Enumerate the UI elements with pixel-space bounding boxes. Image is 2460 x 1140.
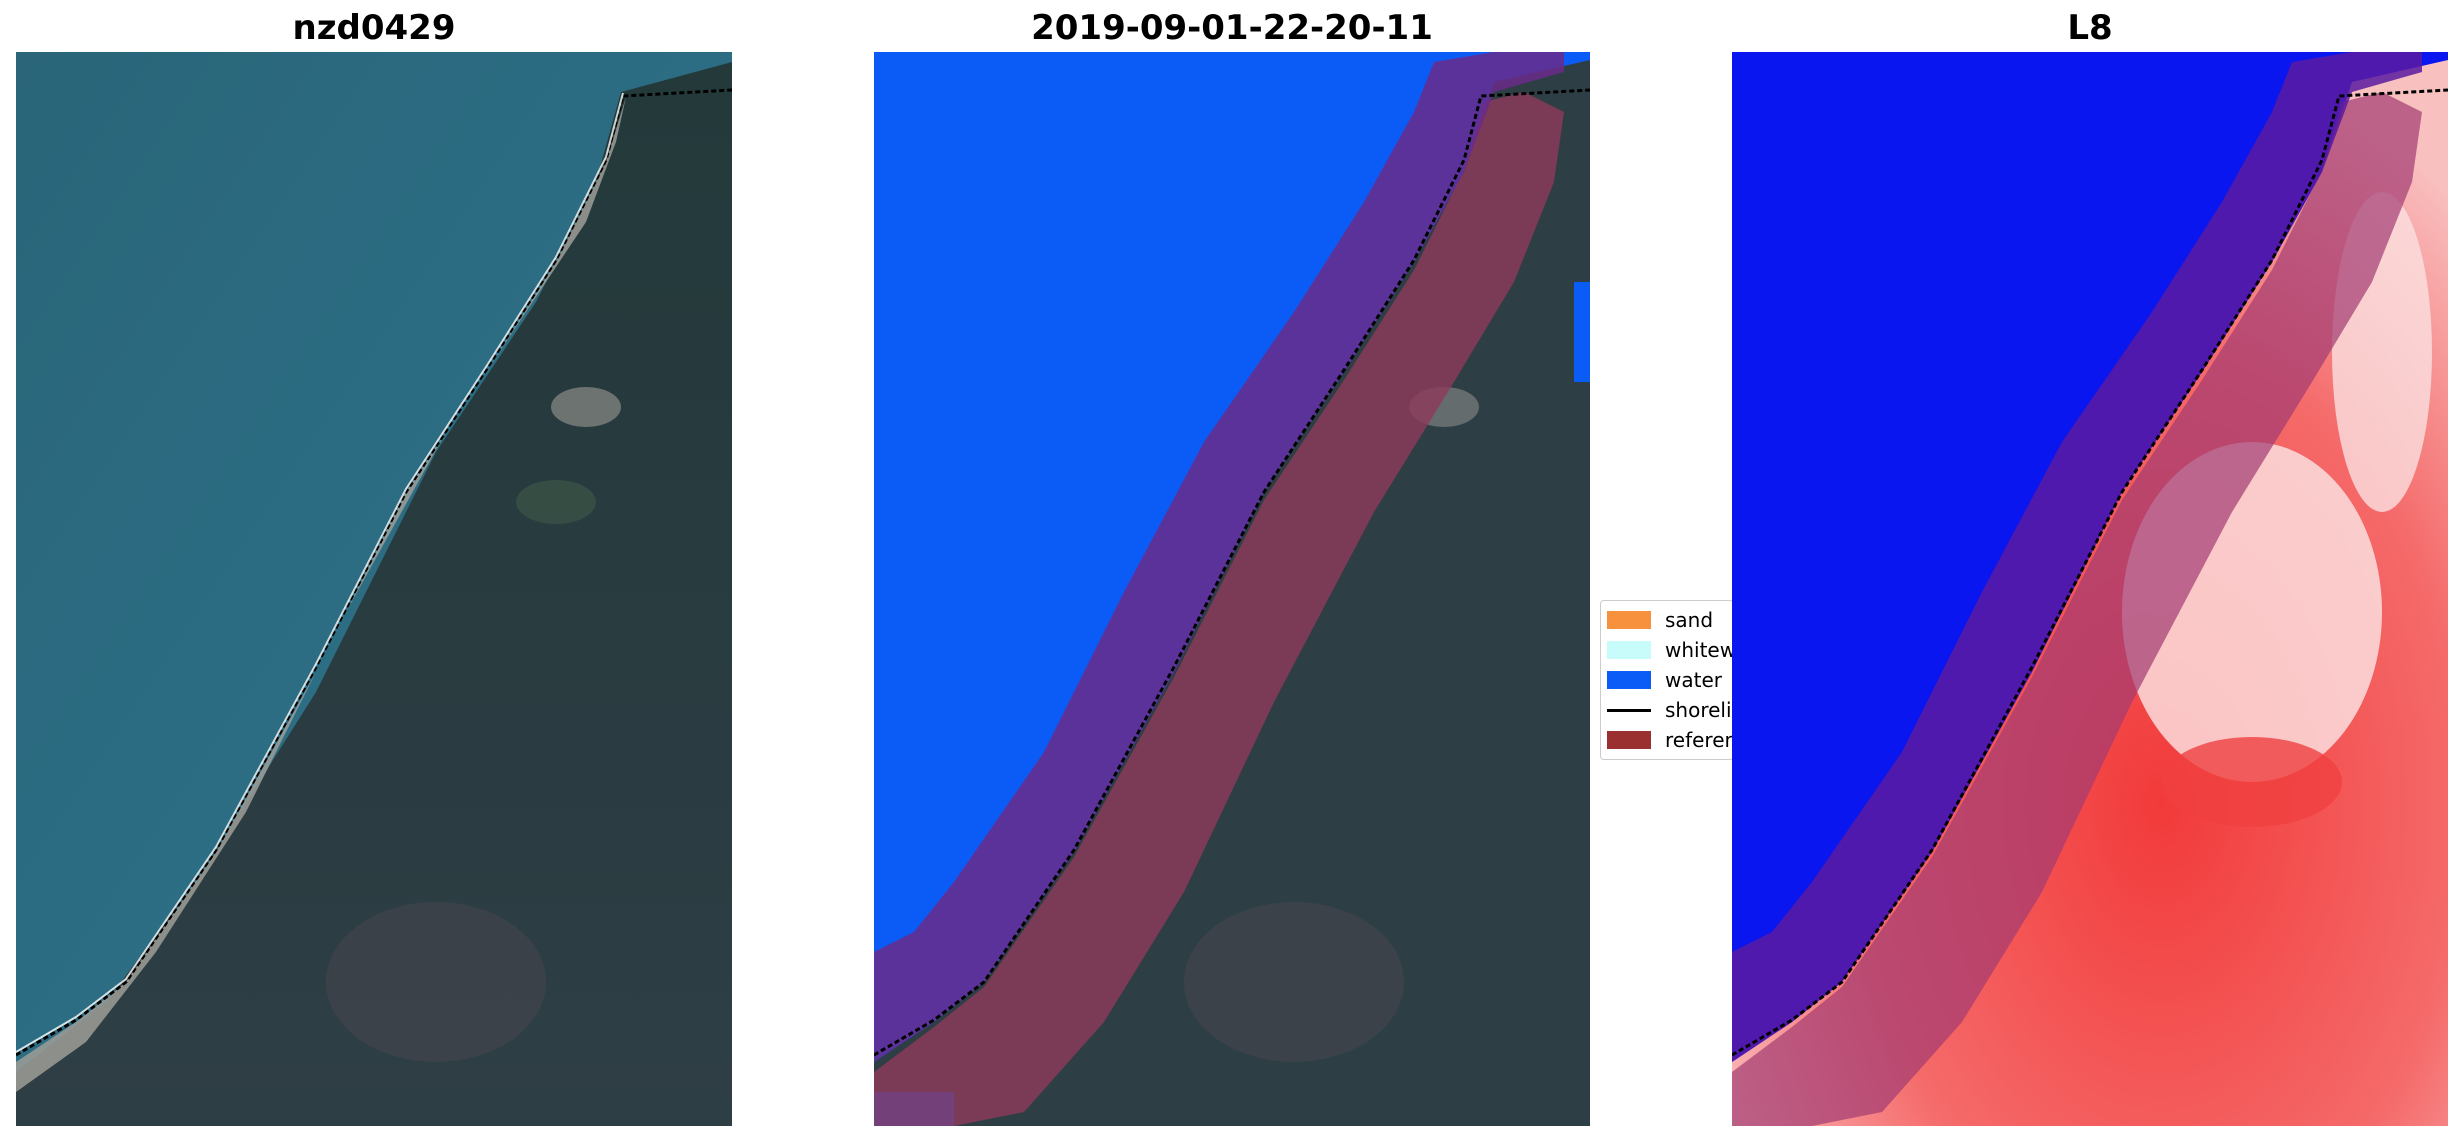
vegetation-patch xyxy=(516,480,596,524)
sand-swatch xyxy=(1607,611,1651,629)
classified-image xyxy=(874,52,1590,1126)
legend-label-shoreline: shoreline xyxy=(1665,698,1733,722)
panel-title-classified: 2019-09-01-22-20-11 xyxy=(1031,8,1433,48)
reference-band xyxy=(874,92,1564,1126)
reference-band xyxy=(1732,92,2422,1126)
land-area xyxy=(16,62,732,1126)
panel-title-index: L8 xyxy=(2067,8,2113,48)
legend-item-reference: reference xyxy=(1607,727,1733,753)
water-class-inland xyxy=(1574,282,1590,382)
shoreline-line xyxy=(874,88,1590,1057)
rgb-image xyxy=(16,52,732,1126)
buffer-zone xyxy=(1732,52,2422,1062)
panel-classified-image xyxy=(874,52,1590,1126)
legend-label-water: water xyxy=(1665,668,1722,692)
legend-item-sand: sand xyxy=(1607,607,1713,633)
legend-item-shoreline: shoreline xyxy=(1607,697,1733,723)
water-swatch xyxy=(1607,671,1651,689)
shoreline-swatch xyxy=(1607,708,1651,712)
legend-label-reference: reference xyxy=(1665,728,1733,752)
river-mouth xyxy=(551,387,621,427)
vegetation-patch-south xyxy=(1184,902,1404,1062)
buffer-zone xyxy=(874,52,1564,1062)
legend-label-sand: sand xyxy=(1665,608,1714,632)
whitewater-line xyxy=(16,92,624,1053)
panel-index-image xyxy=(1732,52,2448,1126)
reference-swatch xyxy=(1607,731,1651,749)
legend-item-water: water xyxy=(1607,667,1722,693)
panel-rgb-image xyxy=(16,52,732,1126)
vegetation-patch-south xyxy=(326,902,546,1062)
panel-title-rgb: nzd0429 xyxy=(292,8,456,48)
dark-red-patch xyxy=(2162,737,2342,827)
index-image xyxy=(1732,52,2448,1126)
shoreline-line xyxy=(1732,88,2448,1057)
whitewater-swatch xyxy=(1607,641,1651,659)
